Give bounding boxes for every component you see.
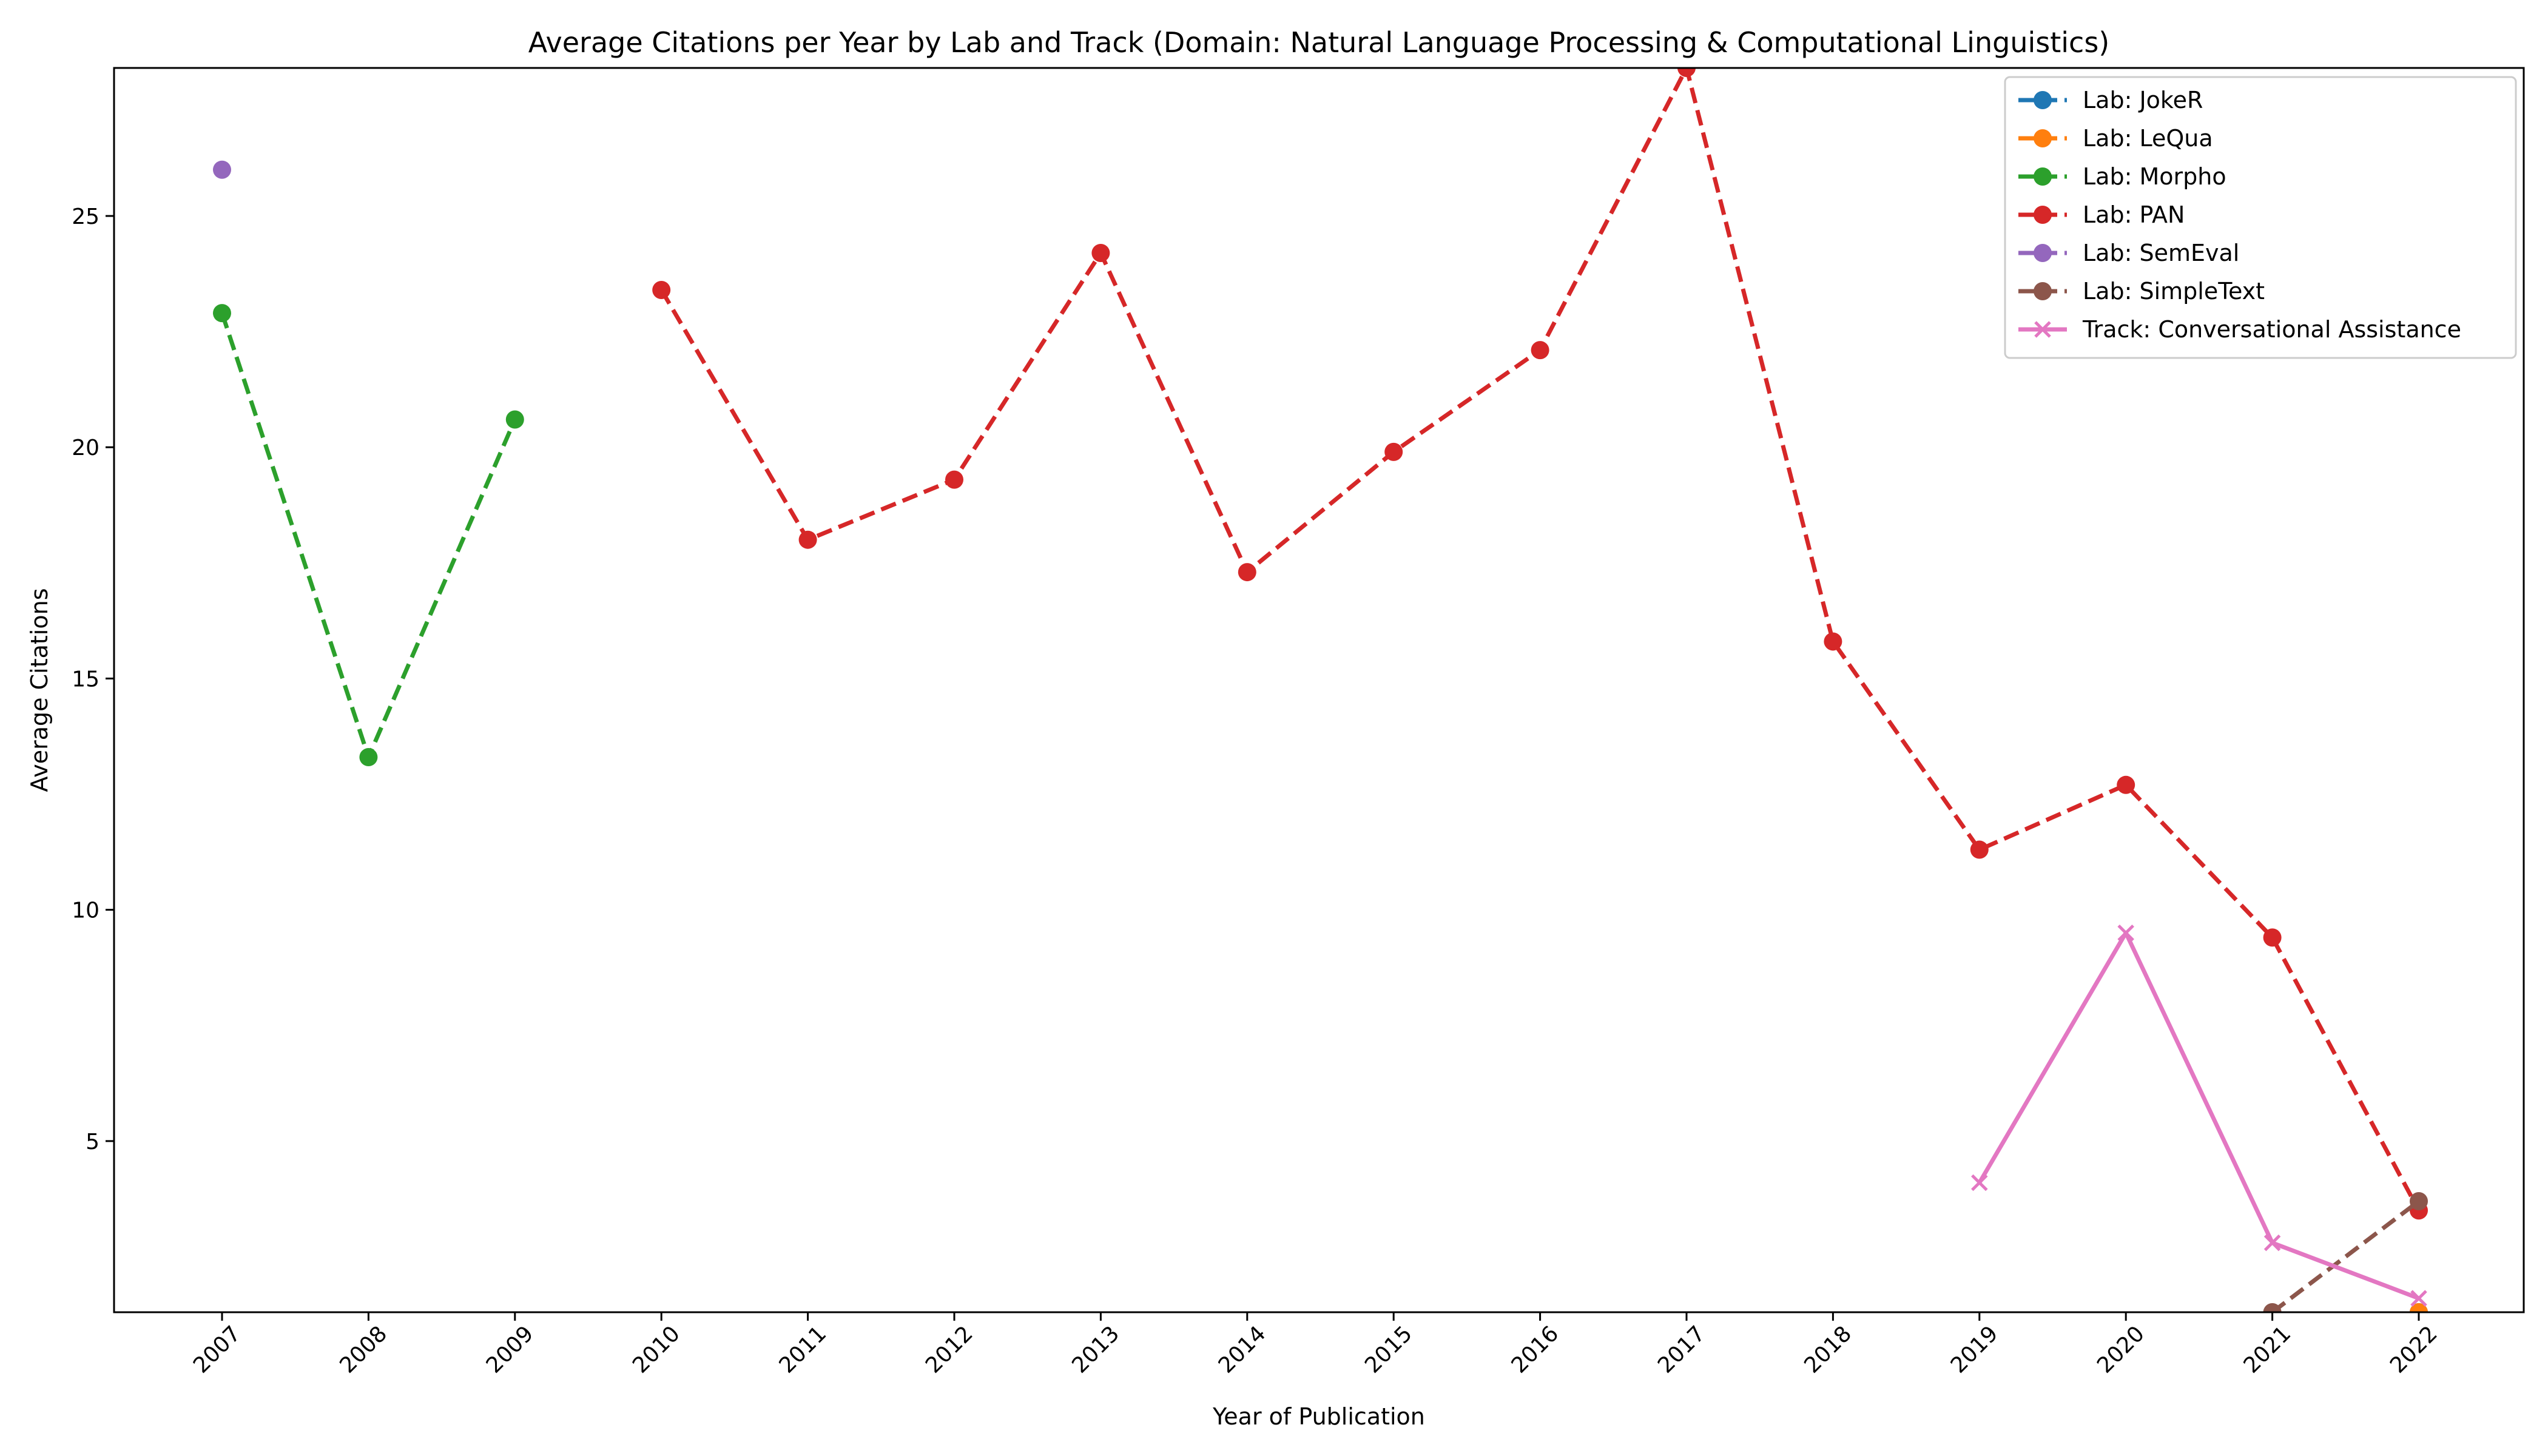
data-point-3-4 <box>1238 563 1256 582</box>
legend-marker-2 <box>2034 167 2052 186</box>
data-point-3-2 <box>945 470 963 489</box>
legend-marker-4 <box>2034 244 2052 262</box>
legend-entry-5: Lab: SimpleText <box>2018 278 2265 305</box>
legend-entry-1: Lab: LeQua <box>2018 125 2213 152</box>
legend-entry-0: Lab: JokeR <box>2018 87 2203 113</box>
legend-label-3: Lab: PAN <box>2083 201 2185 228</box>
data-point-2-1 <box>359 748 378 767</box>
legend-entry-2: Lab: Morpho <box>2018 163 2226 190</box>
x-axis-label: Year of Publication <box>1212 1403 1425 1430</box>
legend-label-4: Lab: SemEval <box>2083 240 2239 266</box>
legend-marker-3 <box>2034 206 2052 224</box>
y-tick-label-10: 10 <box>72 898 99 923</box>
data-point-3-0 <box>652 280 671 299</box>
data-point-3-7 <box>1677 68 1696 77</box>
data-point-5-1 <box>2410 1192 2428 1211</box>
series-line-5 <box>2271 1199 2421 1312</box>
data-point-4-0 <box>213 160 231 179</box>
legend-marker-5 <box>2034 282 2052 300</box>
data-point-3-10 <box>2117 775 2135 794</box>
chart-title: Average Citations per Year by Lab and Tr… <box>528 26 2110 59</box>
data-point-6-3 <box>2410 1290 2427 1307</box>
legend-box <box>2004 76 2517 359</box>
data-point-5-0 <box>2263 1303 2282 1312</box>
data-point-6-1 <box>2117 925 2134 942</box>
legend-entry-4: Lab: SemEval <box>2018 240 2239 266</box>
data-point-1-0 <box>2410 1303 2428 1312</box>
legend-label-6: Track: Conversational Assistance <box>2082 316 2461 343</box>
data-point-3-11 <box>2263 928 2282 947</box>
y-tick-label-15: 15 <box>72 667 99 692</box>
legend-label-5: Lab: SimpleText <box>2083 278 2265 305</box>
legend-marker-1 <box>2034 129 2052 147</box>
y-tick-label-25: 25 <box>72 204 99 229</box>
legend-label-2: Lab: Morpho <box>2083 163 2226 190</box>
data-point-6-2 <box>2263 1234 2281 1252</box>
data-point-3-1 <box>798 530 817 549</box>
data-point-3-8 <box>1824 632 1842 651</box>
data-point-2-0 <box>213 304 231 323</box>
data-point-3-5 <box>1384 442 1403 461</box>
data-point-3-9 <box>1970 840 1989 859</box>
data-point-3-6 <box>1531 341 1549 360</box>
legend-entry-3: Lab: PAN <box>2018 201 2185 228</box>
data-point-2-2 <box>505 410 524 429</box>
legend-marker-0 <box>2034 91 2052 109</box>
series-layer <box>213 68 2428 1312</box>
legend-marker-6 <box>2034 321 2051 338</box>
data-point-3-3 <box>1091 243 1110 262</box>
y-tick-label-20: 20 <box>72 436 99 460</box>
y-axis-label: Average Citations <box>26 588 53 792</box>
data-point-6-0 <box>1971 1174 1988 1191</box>
legend-label-1: Lab: LeQua <box>2083 125 2213 152</box>
series-line-6 <box>1977 931 2420 1301</box>
legend-label-0: Lab: JokeR <box>2083 87 2203 113</box>
legend: Lab: JokeR Lab: LeQua Lab: Morpho Lab: PAN L… <box>2004 76 2517 359</box>
plot-frame <box>113 67 2525 1313</box>
y-tick-label-5: 5 <box>86 1130 99 1154</box>
legend-entry-6: Track: Conversational Assistance <box>2018 316 2461 343</box>
